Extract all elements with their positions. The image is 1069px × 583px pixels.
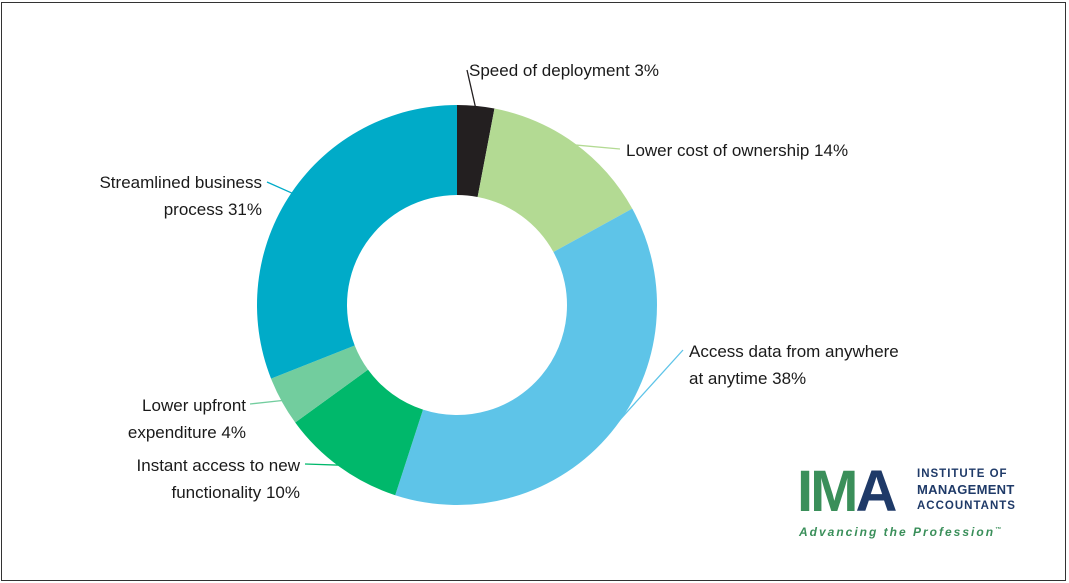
slice-label-0: Speed of deployment 3%: [469, 61, 659, 80]
donut-slice-0: [457, 105, 495, 197]
donut-slice-3: [295, 369, 424, 496]
logo-line-2: MANAGEMENT: [917, 482, 1015, 497]
leader-line-3: [304, 463, 341, 466]
donut-slice-2: [395, 208, 657, 506]
slice-label-2-line-0: Access data from anywhere: [689, 342, 899, 361]
slice-label-5-line-0: Streamlined business: [99, 173, 262, 192]
logo-line-1: INSTITUTE OF: [917, 468, 1008, 480]
slice-label-3: Instant access to new functionality 10%: [137, 456, 301, 502]
slice-label-1: Lower cost of ownership 14%: [626, 141, 848, 160]
slice-label-4-line-0: Lower upfront: [142, 396, 246, 415]
logo-letter-m: M: [810, 459, 858, 524]
logo-line-3: ACCOUNTANTS: [917, 500, 1016, 512]
slice-label-3-line-1: functionality 10%: [171, 483, 300, 502]
slice-label-1-line-0: Lower cost of ownership 14%: [626, 141, 848, 160]
logo-tagline: Advancing the Profession™: [799, 525, 1001, 539]
donut-slice-4: [271, 345, 369, 423]
slice-label-2-line-1: at anytime 38%: [689, 369, 806, 388]
slice-label-3-line-0: Instant access to new: [137, 456, 301, 475]
slice-label-4-line-1: expenditure 4%: [128, 423, 246, 442]
slice-label-0-line-0: Speed of deployment 3%: [469, 61, 659, 80]
leader-line-0: [466, 69, 477, 109]
logo-letter-a: A: [855, 459, 897, 524]
ima-logo-text: INSTITUTE OF MANAGEMENT ACCOUNTANTS: [917, 466, 1016, 514]
logo-letter-i: I: [797, 459, 813, 524]
slice-label-2: Access data from anywhere at anytime 38%: [689, 342, 899, 388]
slice-label-4: Lower upfront expenditure 4%: [128, 396, 246, 442]
ima-logo: IMA INSTITUTE OF MANAGEMENT ACCOUNTANTS …: [797, 463, 1047, 573]
donut-slice-1: [477, 108, 633, 253]
logo-tagline-text: Advancing the Profession: [799, 525, 996, 539]
slice-label-5-line-1: process 31%: [164, 200, 262, 219]
logo-trademark: ™: [995, 527, 1002, 533]
leader-line-2: [609, 349, 684, 432]
donut-slice-5: [257, 105, 457, 379]
slice-label-5: Streamlined business process 31%: [99, 173, 262, 219]
leader-line-1: [573, 144, 621, 150]
leader-line-5: [266, 181, 294, 195]
leader-line-4: [249, 399, 284, 405]
ima-logo-letters: IMA: [797, 459, 897, 524]
